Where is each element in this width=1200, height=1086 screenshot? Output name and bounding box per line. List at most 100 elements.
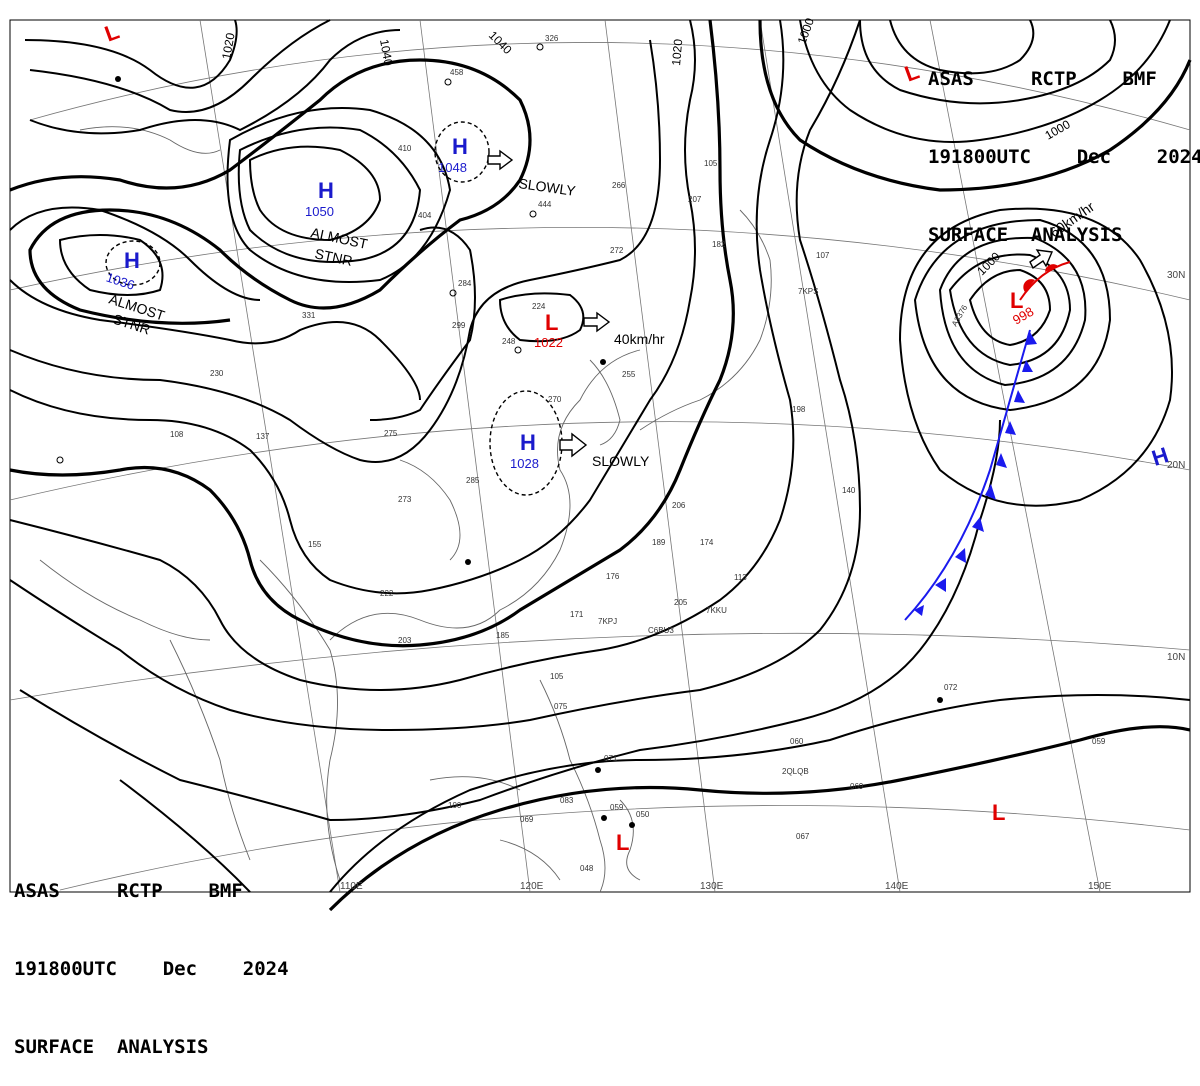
analysis-header-bottom: ASAS RCTP BMF 191800UTC Dec 2024 SURFACE… — [14, 826, 289, 1086]
isobar-label-1040-a: 1040 — [377, 38, 395, 67]
station-marker — [600, 359, 606, 365]
station-label: 072 — [944, 683, 958, 692]
station-label: 410 — [398, 144, 412, 153]
station-label: C6BU3 — [648, 626, 674, 635]
station-label: 285 — [466, 476, 480, 485]
longitude-labels: 110E 120E 130E 140E 150E — [340, 881, 1112, 892]
station-label: 107 — [816, 251, 830, 260]
lon-label-140e: 140E — [885, 881, 909, 892]
header-line-1: ASAS RCTP BMF — [928, 68, 1157, 90]
station-label: 266 — [612, 181, 626, 190]
station-label: 299 — [452, 321, 466, 330]
header-line-1: ASAS RCTP BMF — [14, 880, 243, 902]
high-1036-value: 1036 — [104, 270, 136, 293]
station-marker — [465, 559, 471, 565]
station-label: 069 — [520, 815, 534, 824]
station-label: 105 — [704, 159, 718, 168]
header-line-2: 191800UTC Dec 2024 — [928, 146, 1200, 168]
warm-front — [1019, 261, 1071, 301]
station-label: 100 — [448, 801, 462, 810]
high-1028-value: 1028 — [510, 456, 539, 471]
isobar-label-1020-west: 1020 — [219, 31, 237, 60]
isobar-label-1020-central: 1020 — [669, 38, 685, 66]
station-label: 248 — [502, 337, 516, 346]
motion-slowly-1048: SLOWLY — [518, 175, 578, 199]
station-label: 176 — [606, 572, 620, 581]
station-label: 071 — [604, 754, 618, 763]
header-line-3: SURFACE ANALYSIS — [928, 224, 1123, 246]
station-marker — [937, 697, 943, 703]
lon-label-150e: 150E — [1088, 881, 1112, 892]
station-label: 205 — [674, 598, 688, 607]
station-label: 222 — [380, 589, 394, 598]
high-1048-value: 1048 — [438, 160, 467, 175]
high-1050-symbol: H — [318, 178, 334, 203]
analysis-header-top: ASAS RCTP BMF 191800UTC Dec 2024 SURFACE… — [928, 14, 1200, 274]
station-marker — [529, 210, 537, 218]
station-label: 458 — [450, 68, 464, 77]
station-label: 189 — [652, 538, 666, 547]
high-symbol-east: H — [1149, 442, 1172, 471]
station-label: 7KPJ — [598, 617, 617, 626]
station-marker — [514, 346, 522, 354]
low-998-symbol: L — [1010, 288, 1023, 313]
station-label: 105 — [550, 672, 564, 681]
isobar-label-1040-b: 1040 — [486, 28, 515, 57]
station-marker — [444, 78, 452, 86]
station-label: 048 — [580, 864, 594, 873]
station-label: 182 — [712, 240, 726, 249]
station-label: 224 — [532, 302, 546, 311]
station-label: 284 — [458, 279, 472, 288]
header-line-3: SURFACE ANALYSIS — [14, 1036, 209, 1058]
station-marker — [449, 289, 457, 297]
coastlines — [39, 126, 772, 893]
station-label: 050 — [636, 810, 650, 819]
station-label: 155 — [308, 540, 322, 549]
station-label: 075 — [554, 702, 568, 711]
station-label: 113 — [734, 573, 747, 582]
station-marker — [56, 456, 64, 464]
lon-label-110e: 110E — [340, 881, 363, 892]
motion-arrows — [487, 149, 1054, 458]
station-label: 067 — [796, 832, 810, 841]
station-marker — [595, 767, 601, 773]
low-symbol-nw: L — [101, 19, 122, 47]
high-1036-symbol: H — [124, 248, 140, 273]
lon-label-120e: 120E — [520, 881, 544, 892]
station-label: 270 — [548, 395, 562, 404]
station-label: 198 — [792, 405, 806, 414]
lon-label-130e: 130E — [700, 881, 724, 892]
station-label: 060 — [790, 737, 804, 746]
cold-front — [904, 329, 1037, 621]
lat-label-10n: 10N — [1167, 652, 1185, 663]
station-marker — [536, 43, 544, 51]
station-label: 444 — [538, 200, 552, 209]
station-marker — [601, 815, 607, 821]
station-label: 255 — [622, 370, 636, 379]
high-1050-value: 1050 — [305, 204, 334, 219]
graticule — [9, 19, 1191, 893]
lat-label-30n: 30N — [1167, 270, 1185, 281]
station-label: 185 — [496, 631, 510, 640]
high-1048-symbol: H — [452, 134, 468, 159]
station-label: 171 — [570, 610, 584, 619]
station-label: 275 — [384, 429, 398, 438]
isobars — [9, 19, 1192, 912]
weather-map: H 1050 H 1048 H 1036 H 1028 L 1022 L 998… — [9, 16, 1192, 912]
station-label: 083 — [560, 796, 574, 805]
station-marker — [115, 76, 121, 82]
low-symbol-south: L — [616, 830, 629, 855]
station-label: 7KPS — [798, 287, 818, 296]
lat-label-20n: 20N — [1167, 460, 1185, 471]
station-label: 326 — [545, 34, 559, 43]
header-line-2: 191800UTC Dec 2024 — [14, 958, 289, 980]
station-label: 273 — [398, 495, 412, 504]
station-label: 404 — [418, 211, 432, 220]
station-label: 272 — [610, 246, 624, 255]
station-label: 207 — [688, 195, 702, 204]
station-marker — [629, 822, 635, 828]
station-label: 203 — [398, 636, 412, 645]
station-label: 140 — [842, 486, 856, 495]
station-label: 2QLQB — [782, 767, 809, 776]
station-label: 206 — [672, 501, 686, 510]
